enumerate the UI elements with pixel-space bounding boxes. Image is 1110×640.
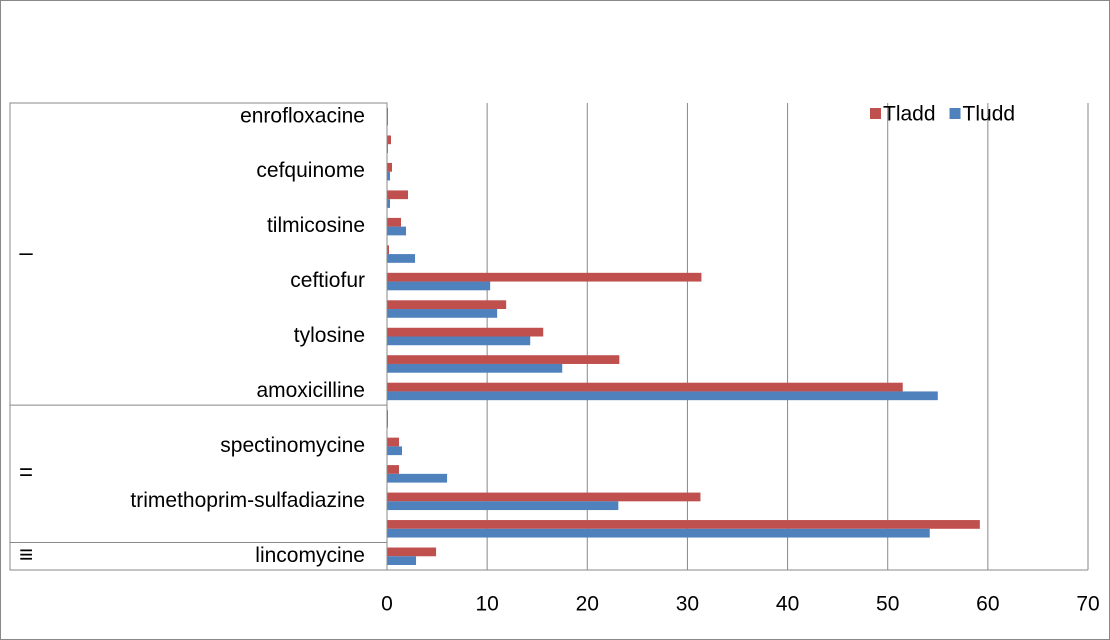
bar (387, 300, 507, 310)
bar (387, 382, 903, 392)
bar (387, 473, 448, 483)
y-tick-label: trimethoprim-sulfadiazine (130, 489, 365, 512)
bar (387, 226, 407, 236)
bar (387, 272, 702, 282)
bar (387, 116, 389, 126)
group-label: – (19, 239, 33, 266)
x-tick-label: 50 (876, 593, 899, 616)
y-tick-label: spectinomycine (220, 434, 365, 457)
x-tick-label: 10 (475, 593, 498, 616)
bar (387, 556, 417, 565)
x-tick-label: 60 (976, 593, 999, 616)
bar (387, 492, 701, 502)
bar (387, 410, 389, 419)
legend-swatch (870, 108, 881, 119)
bar (387, 520, 980, 529)
y-tick-label: amoxicilline (256, 379, 365, 402)
y-tick-label: ceftiofur (290, 269, 365, 292)
bar (387, 254, 416, 263)
y-tick-label: cefquinome (256, 159, 365, 182)
group-label: ≡ (19, 542, 33, 569)
x-tick-label: 40 (776, 593, 799, 616)
bar (387, 547, 437, 557)
bar (387, 363, 563, 373)
legend-label: Tludd (963, 103, 1016, 126)
x-tick-label: 20 (576, 593, 599, 616)
bar (387, 355, 620, 364)
bar (387, 245, 390, 255)
bar (387, 199, 391, 208)
bar (387, 309, 498, 318)
bar (387, 418, 389, 428)
x-tick-label: 30 (676, 593, 699, 616)
legend-label: Tladd (883, 103, 936, 126)
bar (387, 501, 619, 511)
bar (387, 190, 409, 200)
x-tick-label: 70 (1076, 593, 1099, 616)
bar (387, 171, 391, 181)
bar (387, 465, 400, 474)
bar (387, 446, 403, 456)
bar (387, 336, 531, 346)
bar (387, 108, 389, 117)
y-tick-label: lincomycine (255, 544, 365, 567)
y-tick-label: tilmicosine (267, 214, 365, 237)
group-label: = (19, 459, 33, 486)
bar (387, 144, 389, 153)
bar (387, 217, 402, 227)
bar (387, 437, 400, 447)
y-tick-label: enrofloxacine (240, 104, 365, 127)
bar (387, 281, 491, 291)
bar (387, 327, 544, 337)
bar (387, 135, 392, 145)
y-tick-label: tylosine (294, 324, 365, 347)
bar (387, 391, 938, 401)
x-tick-label: 0 (381, 593, 393, 616)
bar (387, 162, 393, 172)
legend-swatch (949, 108, 961, 119)
bar (387, 528, 930, 538)
